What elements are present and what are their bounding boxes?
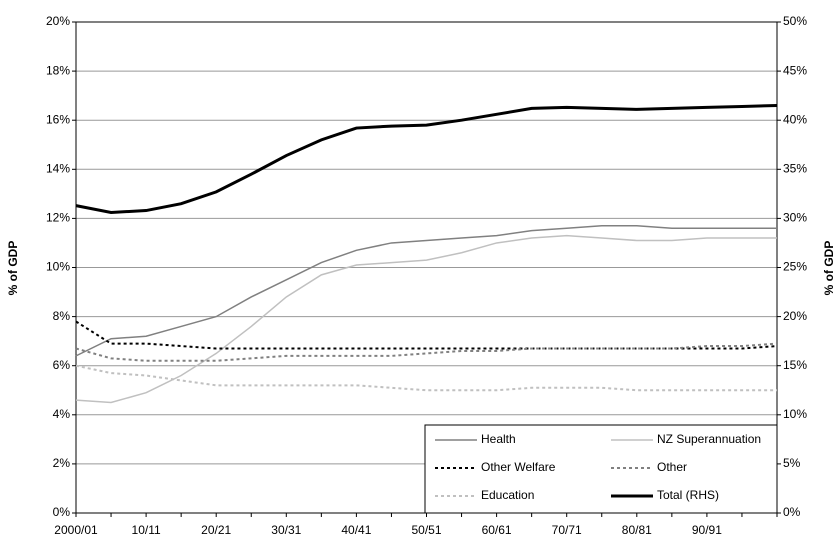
y2-axis-title: % of GDP [822, 241, 836, 296]
y2-tick-label: 5% [783, 456, 801, 470]
x-tick-label: 60/61 [482, 523, 512, 537]
y2-tick-label: 25% [783, 260, 807, 274]
y-tick-label: 18% [46, 63, 70, 77]
series-line [75, 234, 777, 404]
y-tick-label: 4% [53, 407, 71, 421]
series-line [75, 342, 778, 362]
series-line [75, 103, 778, 215]
legend-label: Health [481, 432, 516, 446]
y2-tick-label: 30% [783, 211, 807, 225]
y-tick-label: 20% [46, 14, 70, 28]
series-line [75, 364, 777, 392]
y-axis-title: % of GDP [6, 241, 20, 296]
legend-label: Total (RHS) [657, 488, 719, 502]
y-tick-label: 6% [53, 358, 71, 372]
x-tick-label: 2000/01 [54, 523, 98, 537]
y2-tick-label: 10% [783, 407, 807, 421]
legend-label: NZ Superannuation [657, 432, 761, 446]
x-tick-label: 90/91 [692, 523, 722, 537]
y-tick-label: 8% [53, 309, 71, 323]
x-tick-label: 40/41 [341, 523, 371, 537]
y-tick-label: 12% [46, 211, 70, 225]
y2-tick-label: 50% [783, 14, 807, 28]
series-line [75, 225, 777, 357]
y2-tick-label: 40% [783, 112, 807, 126]
y-tick-label: 10% [46, 260, 70, 274]
legend-label: Other Welfare [481, 460, 556, 474]
y-tick-label: 14% [46, 161, 70, 175]
y2-tick-label: 35% [783, 161, 807, 175]
y-tick-label: 2% [53, 456, 71, 470]
y2-tick-label: 45% [783, 63, 807, 77]
series-line [75, 320, 778, 350]
y-tick-label: 16% [46, 112, 70, 126]
y2-tick-label: 0% [783, 505, 801, 519]
x-tick-label: 70/71 [552, 523, 582, 537]
x-tick-label: 80/81 [622, 523, 652, 537]
y-tick-label: 0% [53, 505, 71, 519]
x-tick-label: 10/11 [132, 523, 161, 537]
legend-label: Education [481, 488, 534, 502]
x-tick-label: 30/31 [271, 523, 301, 537]
x-tick-label: 20/21 [201, 523, 231, 537]
legend-label: Other [657, 460, 687, 474]
y2-tick-label: 15% [783, 358, 807, 372]
x-tick-label: 50/51 [411, 523, 441, 537]
y2-tick-label: 20% [783, 309, 807, 323]
legend-box [424, 424, 778, 514]
